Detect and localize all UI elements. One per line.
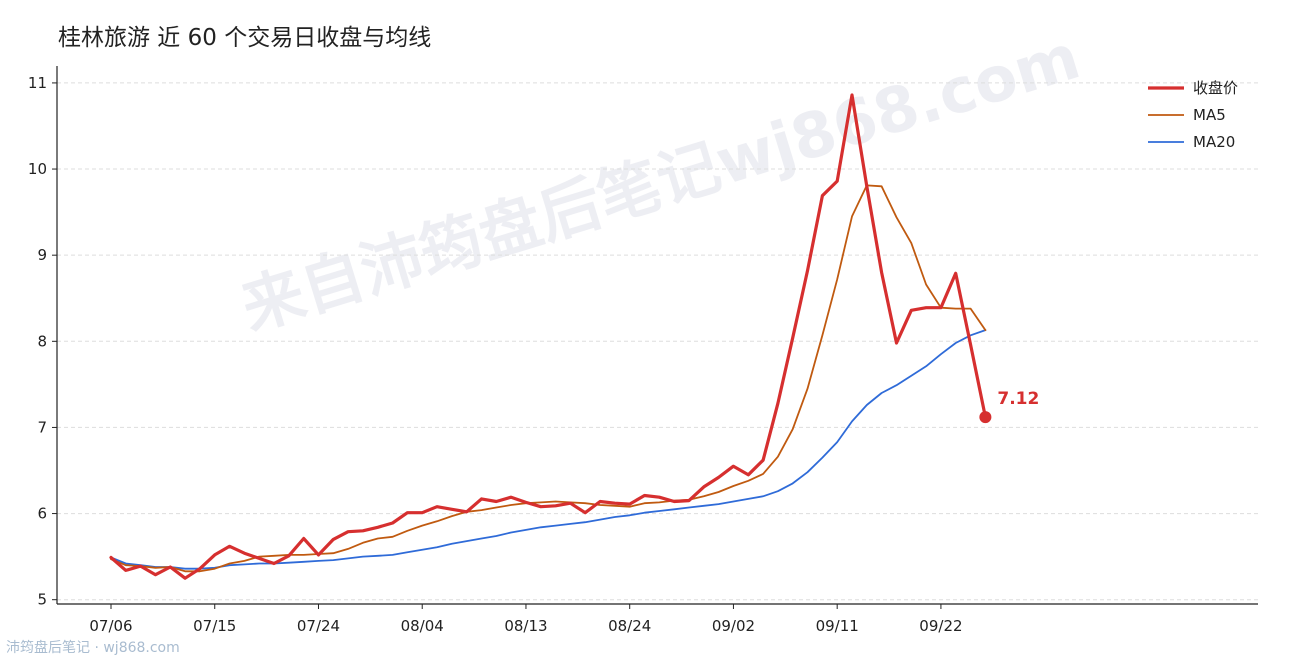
legend-label: 收盘价 xyxy=(1193,79,1238,97)
legend: 收盘价 MA5 MA20 xyxy=(1148,79,1238,151)
x-tick-label: 08/04 xyxy=(401,617,444,635)
chart-title: 桂林旅游 近 60 个交易日收盘与均线 xyxy=(58,25,432,51)
y-tick-label: 5 xyxy=(37,591,47,609)
series-line-ma20 xyxy=(110,329,987,570)
x-tick-label: 07/06 xyxy=(89,617,132,635)
legend-label: MA20 xyxy=(1193,133,1235,151)
series-line-close xyxy=(109,93,988,580)
x-tick-label: 08/13 xyxy=(504,617,547,635)
footer-credit: 沛筠盘后笔记 · wj868.com xyxy=(6,640,180,656)
y-tick-label: 7 xyxy=(37,418,47,436)
x-tick-label: 09/11 xyxy=(816,617,859,635)
y-tick-label: 8 xyxy=(37,332,47,350)
legend-label: MA5 xyxy=(1193,106,1226,124)
y-tick-label: 9 xyxy=(37,246,47,264)
x-tick-label: 08/24 xyxy=(608,617,651,635)
y-tick-label: 6 xyxy=(37,505,47,523)
axes: 5 6 7 8 9 10 11 07/06 07/15 07/24 08/04 08/13 08/24 0… xyxy=(28,66,1258,635)
y-tick-label: 11 xyxy=(28,74,47,92)
last-close-point xyxy=(979,411,992,424)
x-tick-label: 07/24 xyxy=(297,617,340,635)
x-tick-label: 09/22 xyxy=(919,617,962,635)
y-tick-label: 10 xyxy=(28,160,47,178)
last-close-label: 7.12 xyxy=(997,389,1039,409)
x-tick-label: 09/02 xyxy=(712,617,755,635)
x-tick-label: 07/15 xyxy=(193,617,236,635)
series: 7.12 xyxy=(109,93,1039,580)
